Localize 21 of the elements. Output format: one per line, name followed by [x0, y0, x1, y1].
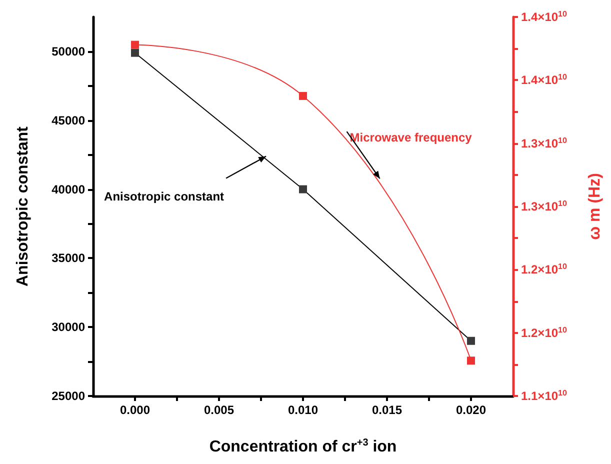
- y-tick-label: 50000: [52, 44, 86, 58]
- y-tick-label: 35000: [52, 251, 86, 266]
- point: [299, 92, 307, 100]
- text: Anisotropic constant: [104, 189, 224, 204]
- point: [299, 185, 307, 194]
- point: [131, 48, 139, 57]
- y-tick-label: 30000: [52, 320, 86, 334]
- y-tick-label: 25000: [52, 389, 86, 403]
- x-tick-label: 0.020: [456, 403, 486, 417]
- y-tick-label: 45000: [52, 113, 86, 128]
- point: [131, 40, 139, 49]
- series-label: Microwave frequency: [350, 130, 472, 145]
- y2-axis-title: ω m (Hz): [586, 173, 604, 240]
- x-tick-label: 0.015: [372, 403, 402, 417]
- point: [467, 356, 475, 365]
- y-axis-title: Anisotropic constant: [14, 126, 32, 287]
- y-tick-label: 40000: [52, 182, 86, 196]
- point: [467, 336, 475, 345]
- x-tick-label: 0.005: [204, 403, 234, 417]
- x-tick-label: 0.010: [288, 403, 318, 417]
- x-tick-label: 0.000: [120, 403, 150, 417]
